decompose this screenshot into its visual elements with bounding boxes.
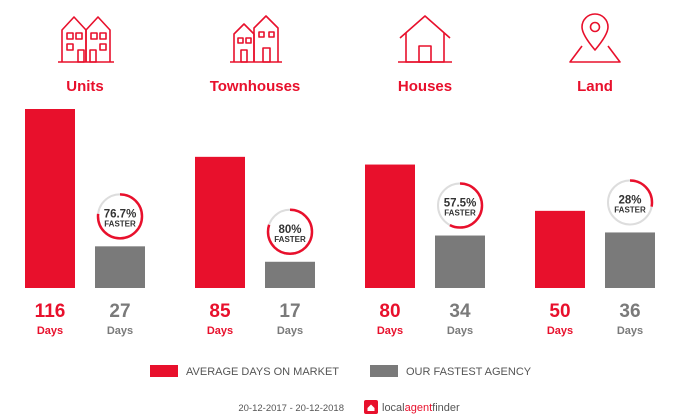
legend-swatch-avg [150, 365, 178, 377]
faster-text: FASTER [274, 235, 306, 244]
bar-fast-townhouses [265, 261, 315, 288]
category-label-houses: Houses [398, 78, 452, 95]
faster-percent: 57.5% [444, 198, 477, 210]
faster-text: FASTER [104, 219, 136, 228]
date-range: 20-12-2017 - 20-12-2018 [238, 403, 344, 414]
faster-ring-townhouses: 80% FASTER [266, 208, 314, 256]
unit-avg-townhouses: Days [207, 325, 233, 337]
ring-progress [606, 179, 654, 226]
faster-percent: 76.7% [104, 208, 137, 220]
brand-logo-mark [367, 404, 375, 411]
unit-fast-townhouses: Days [277, 325, 303, 337]
value-fast-units: 27 [109, 301, 130, 322]
unit-fast-land: Days [617, 325, 643, 337]
legend-label-avg: AVERAGE DAYS ON MARKET [186, 366, 339, 378]
faster-ring-land: 28% FASTER [606, 179, 654, 226]
value-fast-land: 36 [619, 301, 640, 322]
units-icon [58, 16, 114, 63]
unit-avg-houses: Days [377, 325, 403, 337]
value-avg-houses: 80 [379, 301, 400, 322]
bar-avg-townhouses [195, 156, 245, 288]
brand-name: localagentfinder [382, 402, 460, 414]
value-fast-townhouses: 17 [279, 301, 300, 322]
faster-ring-houses: 57.5% FASTER [436, 182, 484, 229]
legend-swatch-fast [370, 365, 398, 377]
bar-fast-houses [435, 235, 485, 288]
faster-text: FASTER [614, 205, 646, 214]
faster-text: FASTER [444, 209, 476, 218]
category-label-land: Land [577, 78, 613, 95]
legend: AVERAGE DAYS ON MARKET OUR FASTEST AGENC… [150, 365, 532, 378]
value-avg-townhouses: 85 [209, 301, 231, 322]
bar-fast-land [605, 232, 655, 288]
unit-fast-houses: Days [447, 325, 473, 337]
bar-avg-land [535, 210, 585, 288]
value-avg-units: 116 [35, 301, 66, 322]
brand-agent: agent [405, 402, 433, 414]
ring-progress [266, 208, 314, 256]
unit-avg-units: Days [37, 325, 63, 337]
category-label-units: Units [66, 78, 104, 95]
land-pin-icon [569, 13, 621, 63]
townhouses-icon [230, 15, 282, 63]
unit-avg-land: Days [547, 325, 573, 337]
ring-progress [436, 182, 484, 229]
faster-percent: 28% [618, 194, 641, 206]
brand-local: local [382, 402, 405, 414]
faster-percent: 80% [278, 224, 301, 236]
faster-ring-units: 76.7% FASTER [96, 193, 144, 240]
ring-progress [96, 193, 144, 240]
bar-avg-units [25, 109, 75, 288]
value-avg-land: 50 [549, 301, 570, 322]
legend-label-fast: OUR FASTEST AGENCY [406, 366, 532, 378]
category-label-townhouses: Townhouses [210, 78, 301, 95]
unit-fast-units: Days [107, 325, 133, 337]
bars [25, 109, 655, 288]
value-fast-houses: 34 [449, 301, 471, 322]
bar-avg-houses [365, 164, 415, 288]
brand-finder: finder [432, 402, 460, 414]
brand-logo: localagentfinder [364, 400, 460, 414]
bar-fast-units [95, 246, 145, 288]
house-icon [398, 15, 452, 63]
